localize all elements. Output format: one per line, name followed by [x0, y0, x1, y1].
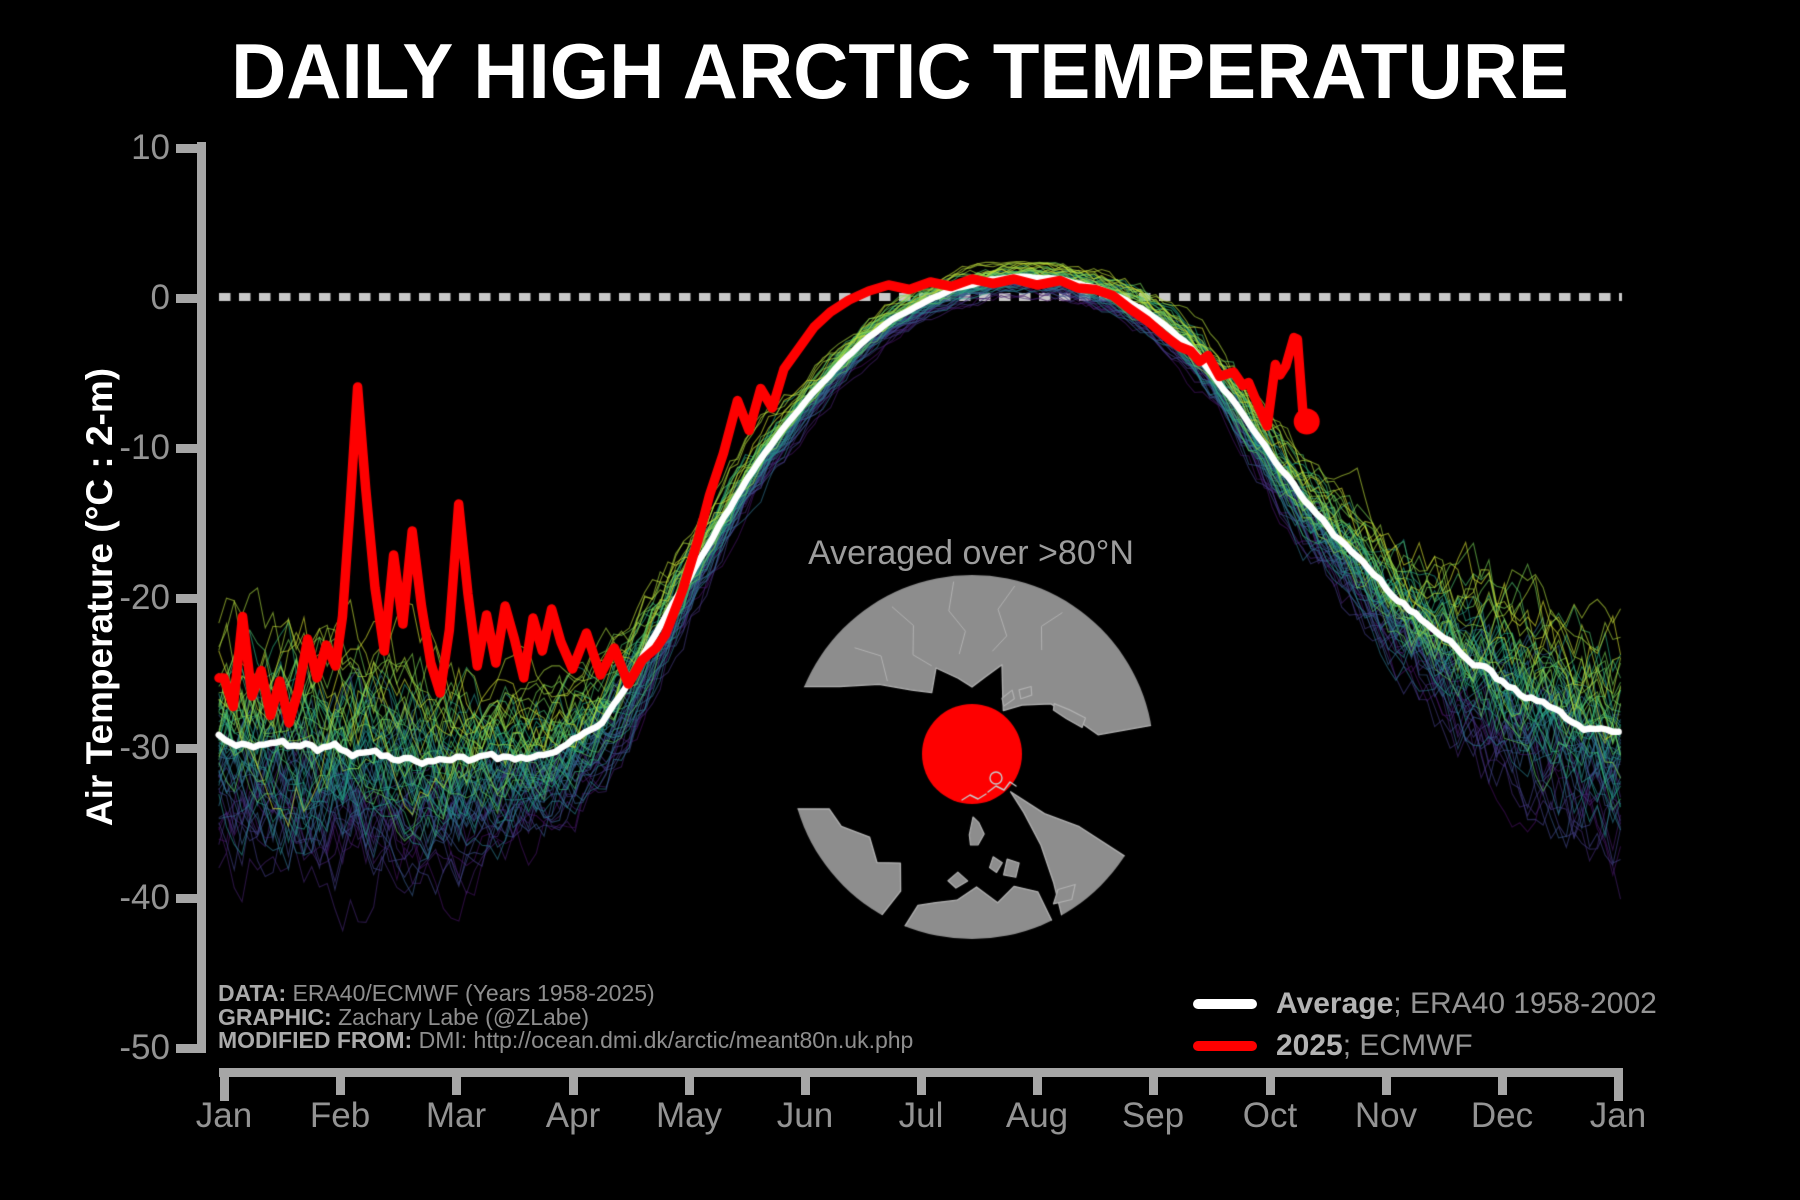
- credit-modified-from: MODIFIED FROM: DMI: http://ocean.dmi.dk/…: [218, 1027, 914, 1053]
- y-tick: [176, 894, 206, 903]
- y-axis-title: Air Temperature (°C : 2-m): [79, 367, 120, 827]
- credits-block: DATA: ERA40/ECMWF (Years 1958-2025) GRAP…: [218, 980, 914, 1053]
- x-tick: [569, 1068, 578, 1095]
- x-tick-label: Apr: [545, 1096, 601, 1135]
- credit-graphic-text: Zachary Labe (@ZLabe): [331, 1003, 590, 1030]
- x-tick: [1266, 1068, 1275, 1095]
- x-tick-label: Mar: [425, 1096, 487, 1135]
- x-tick-label: Aug: [1005, 1096, 1069, 1135]
- x-tick-label: Oct: [1242, 1096, 1298, 1135]
- y-tick-label: -50: [119, 1028, 170, 1067]
- y-tick: [176, 294, 206, 303]
- legend-average-name: Average: [1276, 987, 1394, 1020]
- credit-graphic-label: GRAPHIC:: [218, 1003, 332, 1030]
- x-tick-label: Jan: [195, 1096, 253, 1135]
- x-tick: [917, 1068, 926, 1095]
- legend-swatch-2025: [1193, 1041, 1257, 1051]
- credit-data: DATA: ERA40/ECMWF (Years 1958-2025): [218, 980, 913, 1006]
- x-tick-label: Jul: [898, 1096, 944, 1135]
- x-tick: [336, 1068, 345, 1095]
- x-tick-label: Jun: [776, 1096, 834, 1135]
- credit-modified-from-text: DMI: http://ocean.dmi.dk/arctic/meant80n…: [412, 1027, 914, 1053]
- x-tick: [1149, 1068, 1158, 1095]
- y-tick: [176, 744, 206, 753]
- x-tick: [1033, 1068, 1042, 1095]
- y-tick: [176, 144, 206, 153]
- y-tick: [176, 1044, 206, 1053]
- y-tick-label: -40: [119, 878, 170, 917]
- y-tick-label: 10: [131, 128, 170, 167]
- y-tick-label: -20: [119, 578, 170, 617]
- x-tick: [220, 1068, 229, 1101]
- x-tick: [801, 1068, 810, 1095]
- legend-2025-detail: ; ECMWF: [1342, 1029, 1473, 1062]
- page-title: DAILY HIGH ARCTIC TEMPERATURE: [231, 27, 1569, 115]
- x-tick: [1614, 1068, 1623, 1101]
- y-tick: [176, 594, 206, 603]
- credit-data-text: ERA40/ECMWF (Years 1958-2025): [286, 980, 655, 1006]
- y-tick-label: -30: [119, 728, 170, 767]
- y-tick-label: -10: [119, 428, 170, 467]
- credit-graphic: GRAPHIC: Zachary Labe (@ZLabe): [218, 1003, 913, 1030]
- credit-data-label: DATA:: [218, 980, 287, 1006]
- legend-2025-name: 2025: [1276, 1029, 1343, 1062]
- x-tick-label: Feb: [309, 1096, 371, 1135]
- x-tick-label: Nov: [1354, 1096, 1418, 1135]
- x-tick: [1498, 1068, 1507, 1095]
- x-tick: [685, 1068, 694, 1095]
- inset-map-label: Averaged over >80°N: [808, 534, 1134, 572]
- credit-modified-from-label: MODIFIED FROM:: [218, 1027, 413, 1053]
- legend-swatch-average: [1193, 999, 1257, 1009]
- x-tick-label: Dec: [1470, 1096, 1534, 1135]
- x-tick-label: Jan: [1589, 1096, 1647, 1135]
- x-tick-label: May: [655, 1096, 723, 1135]
- y-tick: [176, 444, 206, 453]
- x-tick: [1382, 1068, 1391, 1095]
- x-tick-label: Sep: [1121, 1096, 1185, 1135]
- legend-average-detail: ; ERA40 1958-2002: [1393, 987, 1657, 1020]
- x-tick: [452, 1068, 461, 1095]
- legend-item-average: Average; ERA40 1958-2002: [1276, 987, 1657, 1021]
- y-tick-label: 0: [150, 278, 170, 317]
- legend-item-2025: 2025; ECMWF: [1276, 1029, 1473, 1063]
